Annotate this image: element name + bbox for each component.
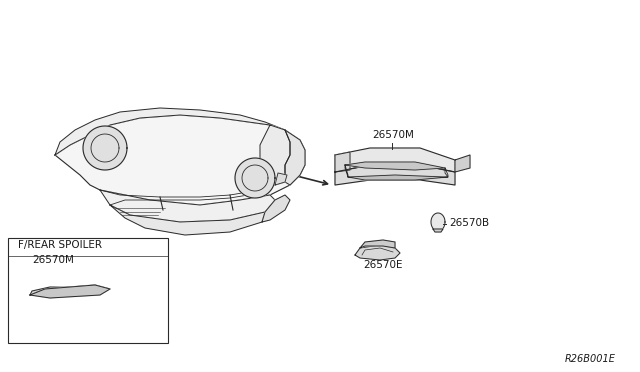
Polygon shape [285, 130, 305, 185]
Polygon shape [335, 148, 455, 172]
Polygon shape [348, 175, 448, 180]
Polygon shape [455, 155, 470, 172]
Polygon shape [262, 195, 290, 222]
Polygon shape [335, 165, 455, 185]
Polygon shape [335, 152, 350, 172]
Polygon shape [30, 285, 110, 295]
Polygon shape [55, 108, 285, 155]
Polygon shape [355, 245, 400, 260]
Polygon shape [55, 115, 305, 205]
Polygon shape [30, 285, 110, 298]
Polygon shape [360, 240, 395, 248]
Text: 26570M: 26570M [372, 130, 414, 140]
Text: 26570M: 26570M [32, 255, 74, 265]
Polygon shape [431, 213, 445, 231]
Polygon shape [110, 205, 265, 235]
Polygon shape [275, 173, 287, 185]
Text: 26570E: 26570E [363, 260, 403, 270]
Polygon shape [100, 190, 275, 222]
Text: R26B001E: R26B001E [565, 354, 616, 364]
Text: 26570B: 26570B [449, 218, 489, 228]
Polygon shape [83, 126, 127, 170]
Polygon shape [260, 125, 290, 185]
Bar [8, 238, 168, 343]
Polygon shape [235, 158, 275, 198]
Text: F/REAR SPOILER: F/REAR SPOILER [18, 240, 102, 250]
Polygon shape [433, 229, 443, 232]
Polygon shape [345, 162, 445, 170]
